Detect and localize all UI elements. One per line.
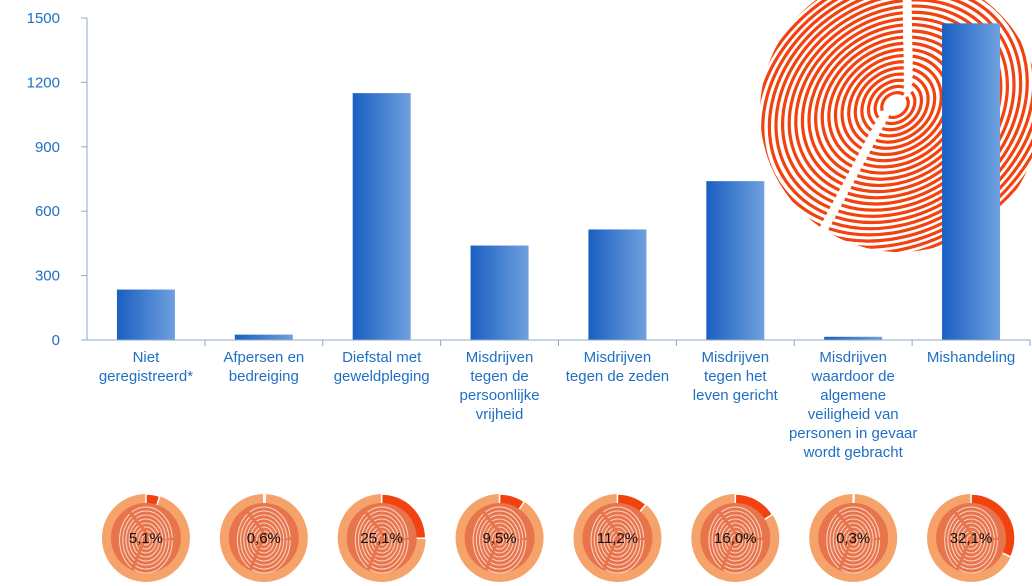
y-tick-label: 600 [35, 203, 60, 220]
bar [116, 289, 175, 340]
y-tick-label: 1500 [27, 10, 60, 27]
percentage-pie: 0,6% [219, 493, 308, 582]
y-tick-label: 300 [35, 268, 60, 285]
bar [942, 23, 1001, 340]
percentage-pie: 0,3% [809, 493, 898, 582]
percentage-label: 16,0% [714, 530, 757, 547]
percentage-label: 32,1% [950, 530, 993, 547]
percentage-label: 25,1% [360, 530, 403, 547]
bar [824, 336, 883, 340]
x-category-label: Diefstal met geweldpleging [334, 349, 430, 385]
percentage-label: 0,3% [836, 530, 870, 547]
bar [352, 93, 411, 340]
x-category-label: Misdrijven tegen de persoonlijke vrijheid [460, 349, 540, 423]
y-tick-label: 1200 [27, 74, 60, 91]
x-category-label: Niet geregistreerd* [99, 349, 193, 385]
percentage-pie: 11,2% [573, 493, 662, 582]
y-tick-label: 900 [35, 139, 60, 156]
bar [706, 181, 765, 340]
x-category-label: Misdrijven tegen de zeden [566, 349, 669, 385]
y-tick-label: 0 [52, 332, 60, 349]
percentage-label: 5,1% [129, 530, 163, 547]
percentage-label: 11,2% [597, 530, 638, 547]
percentage-pie: 16,0% [691, 493, 780, 582]
percentage-pie: 5,1% [101, 493, 190, 582]
x-category-label: Misdrijven tegen het leven gericht [693, 349, 779, 404]
percentage-label: 0,6% [247, 530, 281, 547]
bar [588, 229, 647, 340]
bar [470, 245, 529, 340]
bar [234, 334, 293, 340]
x-category-label: Mishandeling [927, 349, 1015, 366]
x-category-label: Misdrijven waardoor de algemene veiligheid … [789, 349, 917, 461]
percentage-pie: 32,1% [927, 493, 1016, 582]
percentage-label: 9,5% [482, 530, 516, 547]
percentage-pie: 9,5% [455, 493, 544, 582]
percentage-pie: 25,1% [337, 493, 427, 582]
x-category-label: Afpersen en bedreiging [223, 349, 304, 385]
